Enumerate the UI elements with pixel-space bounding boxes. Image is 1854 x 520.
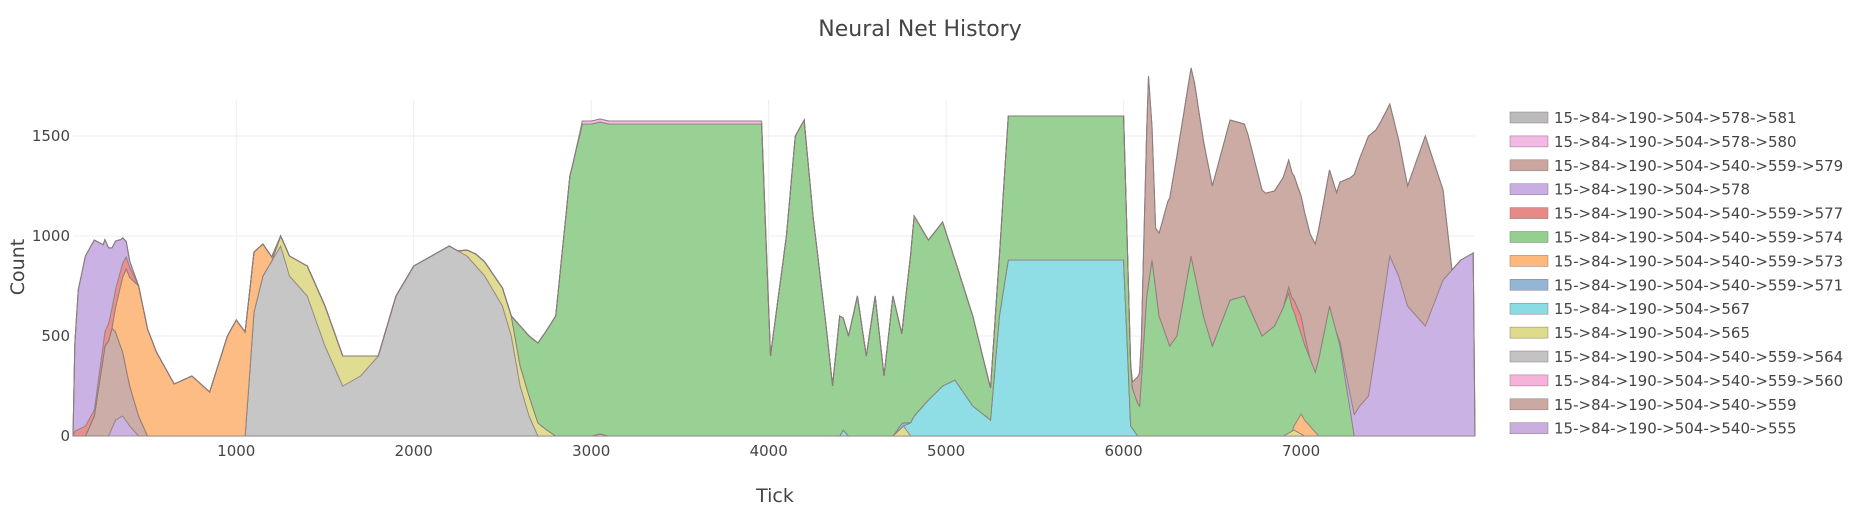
- legend-swatch: [1509, 183, 1549, 195]
- legend-swatch: [1509, 111, 1549, 124]
- legend-label: 15->84->190->504->578: [1554, 181, 1750, 199]
- legend-label: 15->84->190->504->540->559->579: [1554, 157, 1843, 175]
- y-axis-title: Count: [7, 239, 29, 295]
- legend-swatch: [1509, 302, 1549, 315]
- legend-item: 15->84->190->504->540->559->571: [1509, 276, 1843, 294]
- legend-swatch: [1509, 374, 1549, 387]
- legend-swatch: [1509, 279, 1549, 291]
- legend-swatch: [1509, 326, 1549, 339]
- x-tick-label: 4000: [750, 442, 788, 460]
- x-tick-label: 5000: [927, 442, 965, 460]
- legend-item: 15->84->190->504->540->559->564: [1509, 348, 1843, 366]
- legend-item: 15->84->190->504->540->555: [1509, 420, 1797, 438]
- legend-label: 15->84->190->504->540->559->564: [1554, 348, 1843, 366]
- chart-title: Neural Net History: [818, 17, 1021, 42]
- legend: 15->84->190->504->578->581 15->84->190->5…: [1509, 109, 1843, 438]
- legend-item: 15->84->190->504->540->559: [1509, 396, 1797, 414]
- legend-swatch: [1509, 135, 1549, 148]
- y-tick-label: 0: [60, 427, 70, 445]
- legend-label: 15->84->190->504->540->559->574: [1554, 229, 1843, 247]
- legend-label: 15->84->190->504->540->559->560: [1554, 372, 1843, 390]
- x-tick-label: 6000: [1105, 442, 1143, 460]
- legend-label: 15->84->190->504->565: [1554, 324, 1750, 342]
- y-tick-label: 1000: [32, 227, 70, 245]
- legend-item: 15->84->190->504->567: [1509, 300, 1750, 318]
- legend-label: 15->84->190->504->540->559->577: [1554, 205, 1843, 223]
- legend-label: 15->84->190->504->578->581: [1554, 109, 1797, 127]
- legend-item: 15->84->190->504->578->580: [1509, 133, 1797, 151]
- legend-swatch: [1509, 159, 1549, 172]
- legend-item: 15->84->190->504->540->559->577: [1509, 205, 1843, 223]
- x-tick-label: 2000: [395, 442, 433, 460]
- legend-item: 15->84->190->504->578: [1509, 181, 1750, 199]
- x-tick-label: 3000: [572, 442, 610, 460]
- x-tick-label: 1000: [217, 442, 255, 460]
- legend-label: 15->84->190->504->540->559->573: [1554, 252, 1843, 270]
- legend-label: 15->84->190->504->578->580: [1554, 133, 1797, 151]
- legend-swatch: [1509, 422, 1549, 434]
- legend-item: 15->84->190->504->565: [1509, 324, 1750, 342]
- x-axis-title: Tick: [755, 485, 794, 507]
- legend-item: 15->84->190->504->578->581: [1509, 109, 1797, 127]
- legend-label: 15->84->190->504->540->559->571: [1554, 276, 1843, 294]
- legend-label: 15->84->190->504->540->559: [1554, 396, 1797, 414]
- y-tick-label: 500: [41, 327, 70, 345]
- area-series-group: [72, 67, 1476, 437]
- legend-label: 15->84->190->504->567: [1554, 300, 1750, 318]
- legend-item: 15->84->190->504->540->559->579: [1509, 157, 1843, 175]
- legend-swatch: [1509, 350, 1549, 363]
- legend-swatch: [1509, 398, 1549, 411]
- area-series-15-84-190-504-578-581: [72, 67, 1476, 437]
- legend-swatch: [1509, 255, 1549, 267]
- axis-ticks: 1000 2000 3000 4000 5000 6000 7000 0 500 1000 1500: [32, 127, 1320, 460]
- legend-item: 15->84->190->504->540->559->573: [1509, 252, 1843, 270]
- legend-swatch: [1509, 231, 1549, 243]
- x-tick-label: 7000: [1282, 442, 1320, 460]
- legend-label: 15->84->190->504->540->555: [1554, 420, 1797, 438]
- legend-item: 15->84->190->504->540->559->560: [1509, 372, 1843, 390]
- y-tick-label: 1500: [32, 127, 70, 145]
- legend-swatch: [1509, 207, 1549, 219]
- legend-item: 15->84->190->504->540->559->574: [1509, 229, 1843, 247]
